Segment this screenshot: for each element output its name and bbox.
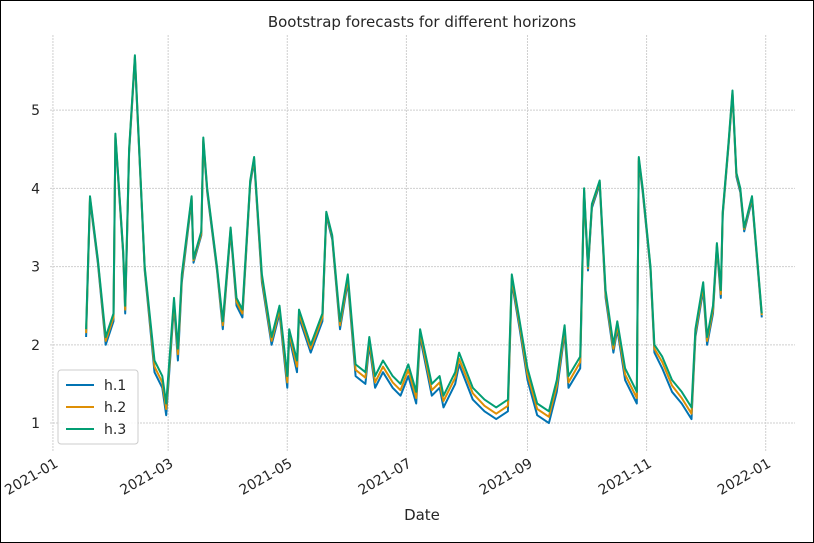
legend-label: h.2 xyxy=(104,400,126,416)
chart-title: Bootstrap forecasts for different horizo… xyxy=(268,13,577,31)
y-tick-label: 2 xyxy=(31,338,40,354)
x-axis-label: Date xyxy=(404,506,440,524)
series-line xyxy=(85,54,763,413)
y-tick-label: 3 xyxy=(31,260,40,276)
legend-label: h.1 xyxy=(104,378,126,394)
y-tick-label: 1 xyxy=(31,416,40,432)
legend-label: h.3 xyxy=(104,422,126,438)
y-tick-label: 5 xyxy=(31,103,40,119)
legend-box xyxy=(57,369,139,445)
y-tick-label: 4 xyxy=(31,181,40,197)
